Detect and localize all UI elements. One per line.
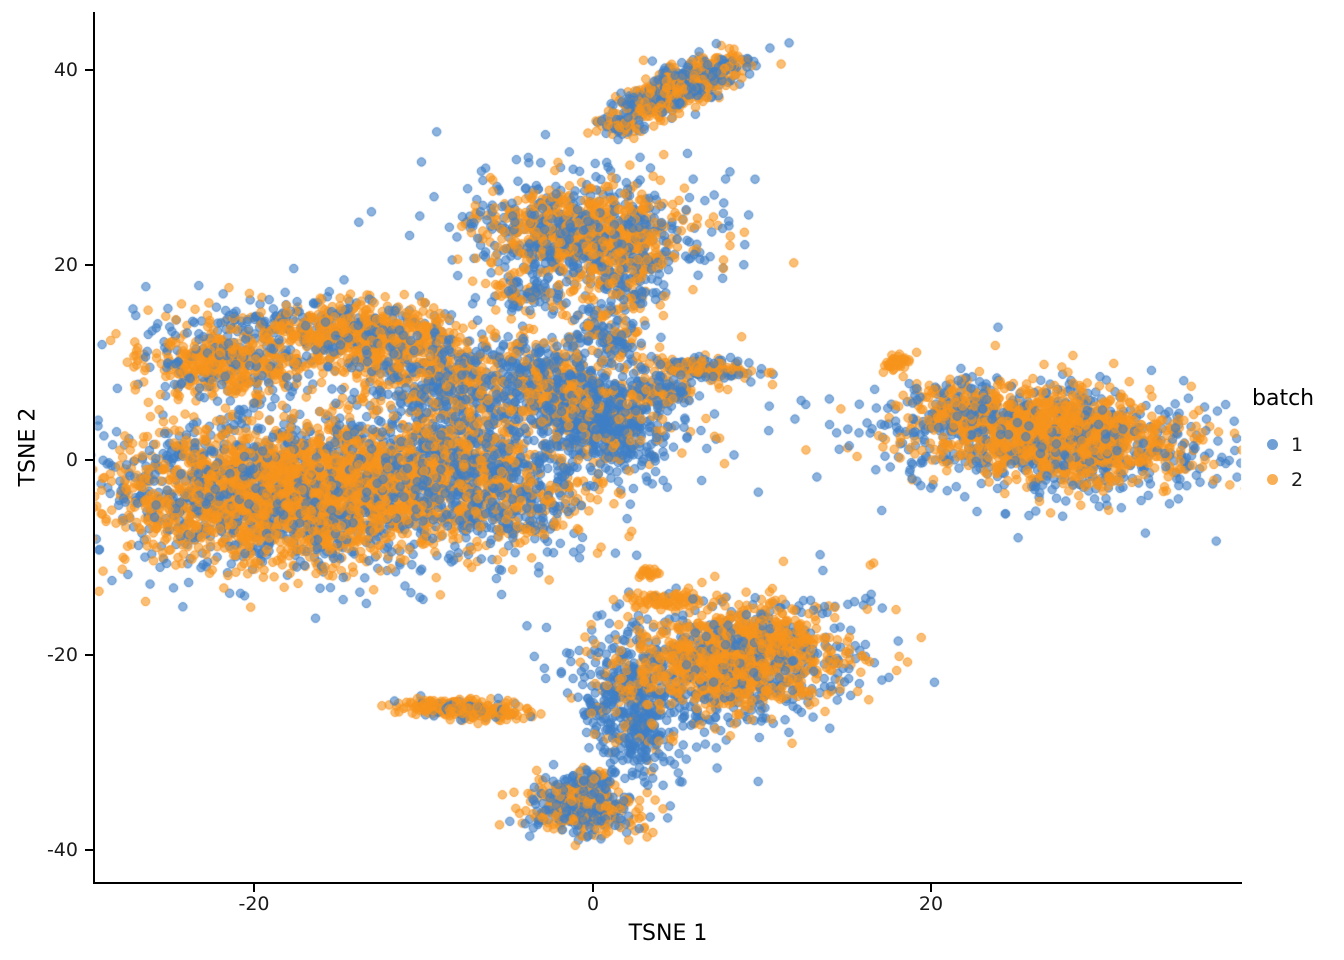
y-tick — [85, 459, 93, 461]
y-tick-label: 0 — [65, 449, 78, 471]
y-tick — [85, 264, 93, 266]
y-tick — [85, 849, 93, 851]
legend: batch 1 2 — [1252, 386, 1344, 497]
y-tick-label: 40 — [53, 59, 78, 81]
y-axis-title: TSNE 2 — [15, 407, 41, 487]
legend-title: batch — [1252, 386, 1315, 411]
y-axis-line — [93, 12, 95, 884]
legend-dot-batch-2 — [1267, 474, 1278, 485]
y-tick-label: -40 — [46, 839, 78, 861]
legend-item-batch-1: 1 — [1252, 427, 1344, 462]
x-tick — [253, 884, 255, 892]
x-axis-title: TSNE 1 — [628, 921, 708, 946]
x-tick — [930, 884, 932, 892]
y-tick — [85, 69, 93, 71]
y-tick — [85, 654, 93, 656]
x-tick-label: 20 — [918, 893, 944, 915]
legend-label-batch-1: 1 — [1291, 433, 1304, 456]
legend-item-batch-2: 2 — [1252, 462, 1344, 497]
legend-dot-batch-1 — [1267, 439, 1278, 450]
y-tick-label: 20 — [53, 254, 78, 276]
x-tick-label: -20 — [238, 893, 270, 915]
x-tick — [592, 884, 594, 892]
legend-label-batch-2: 2 — [1291, 468, 1304, 491]
x-axis-line — [93, 882, 1242, 884]
y-tick-label: -20 — [46, 644, 78, 666]
x-tick-label: 0 — [586, 893, 600, 915]
